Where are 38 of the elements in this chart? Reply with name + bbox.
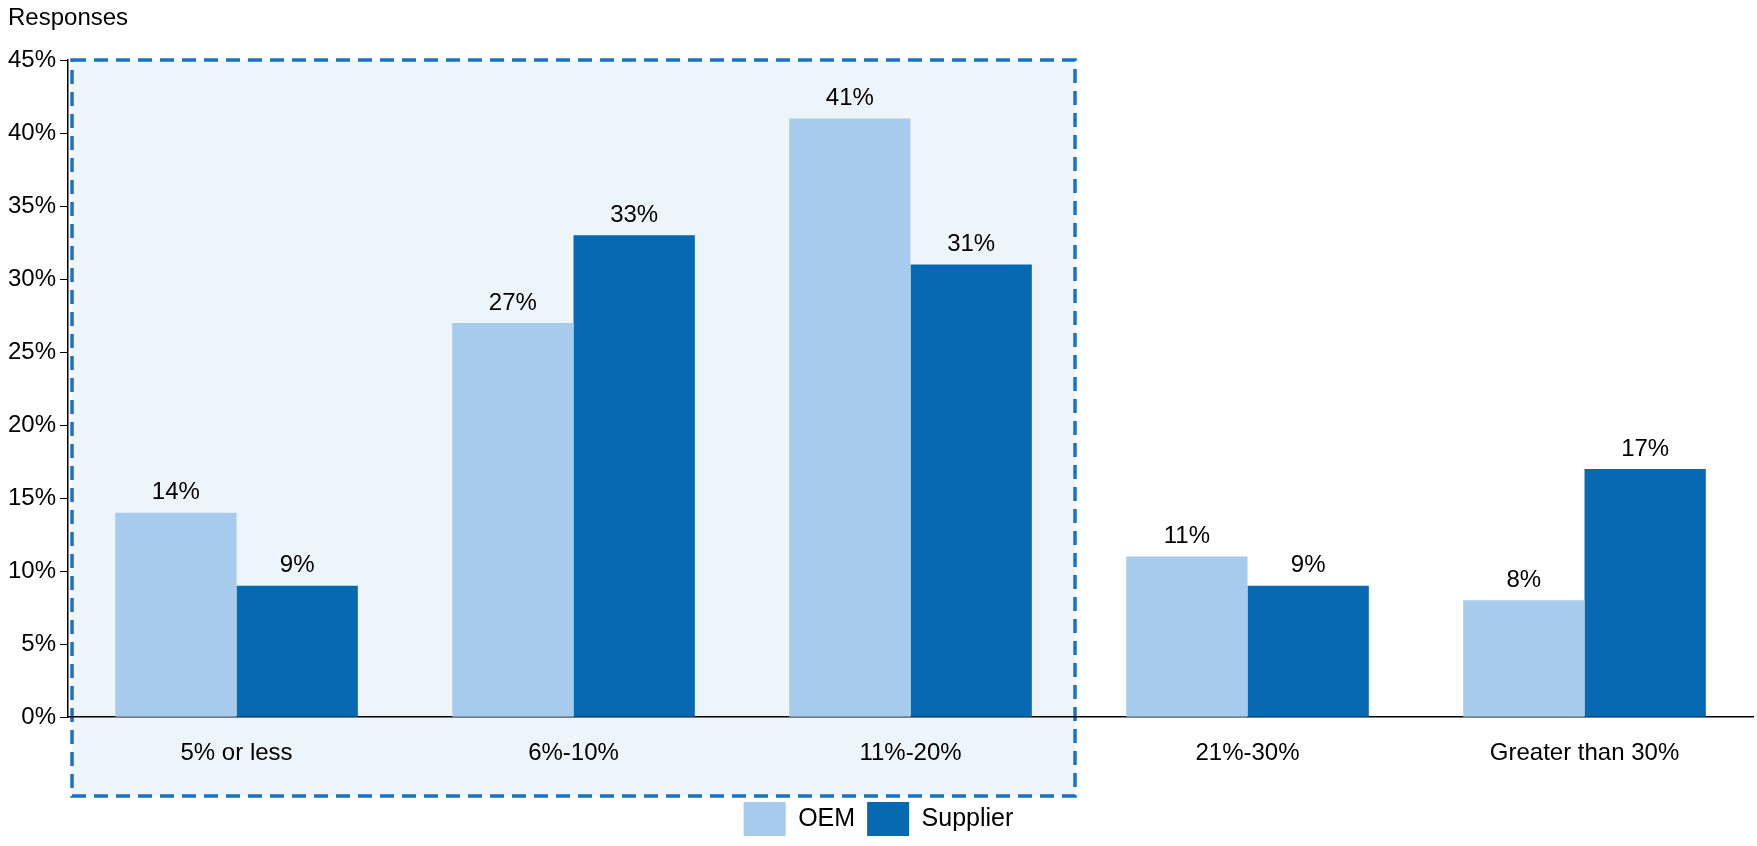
x-tick-label: 6%-10% [528,738,619,766]
bar [236,585,358,717]
data-label: 31% [947,229,996,257]
data-label: 14% [151,477,200,505]
bar [789,118,911,717]
y-tick-label: 10% [7,555,57,583]
bar [573,235,695,717]
y-tick-label: 25% [7,336,57,364]
legend-label: OEM [798,802,856,831]
legend-label: Supplier [921,802,1014,831]
y-tick-label: 30% [7,263,57,291]
y-tick-label: 40% [7,117,57,145]
x-tick-label: Greater than 30% [1489,738,1680,766]
y-tick-label: 35% [7,190,57,218]
data-label: 17% [1621,433,1670,461]
bar [1247,585,1369,717]
data-label: 8% [1506,564,1542,592]
x-tick-label: 5% or less [180,738,293,766]
data-label: 11% [1163,521,1210,549]
x-tick-label: 11%-20% [859,738,962,766]
y-tick-label: 0% [21,701,57,729]
y-axis-title: Responses [8,2,129,30]
data-label: 27% [488,287,537,315]
bar [1463,600,1585,717]
bar [1584,468,1706,717]
y-tick-label: 20% [7,409,57,437]
y-tick-label: 5% [21,628,57,656]
bar [1126,556,1248,717]
data-label: 9% [279,550,315,578]
x-tick-label: 21%-30% [1195,738,1300,766]
data-label: 41% [825,83,874,111]
y-tick-label: 45% [7,44,57,72]
bar [115,512,237,717]
data-label: 33% [610,199,659,227]
bar [452,322,574,717]
y-tick-label: 15% [7,482,57,510]
bar [910,264,1032,717]
data-label: 9% [1290,550,1326,578]
